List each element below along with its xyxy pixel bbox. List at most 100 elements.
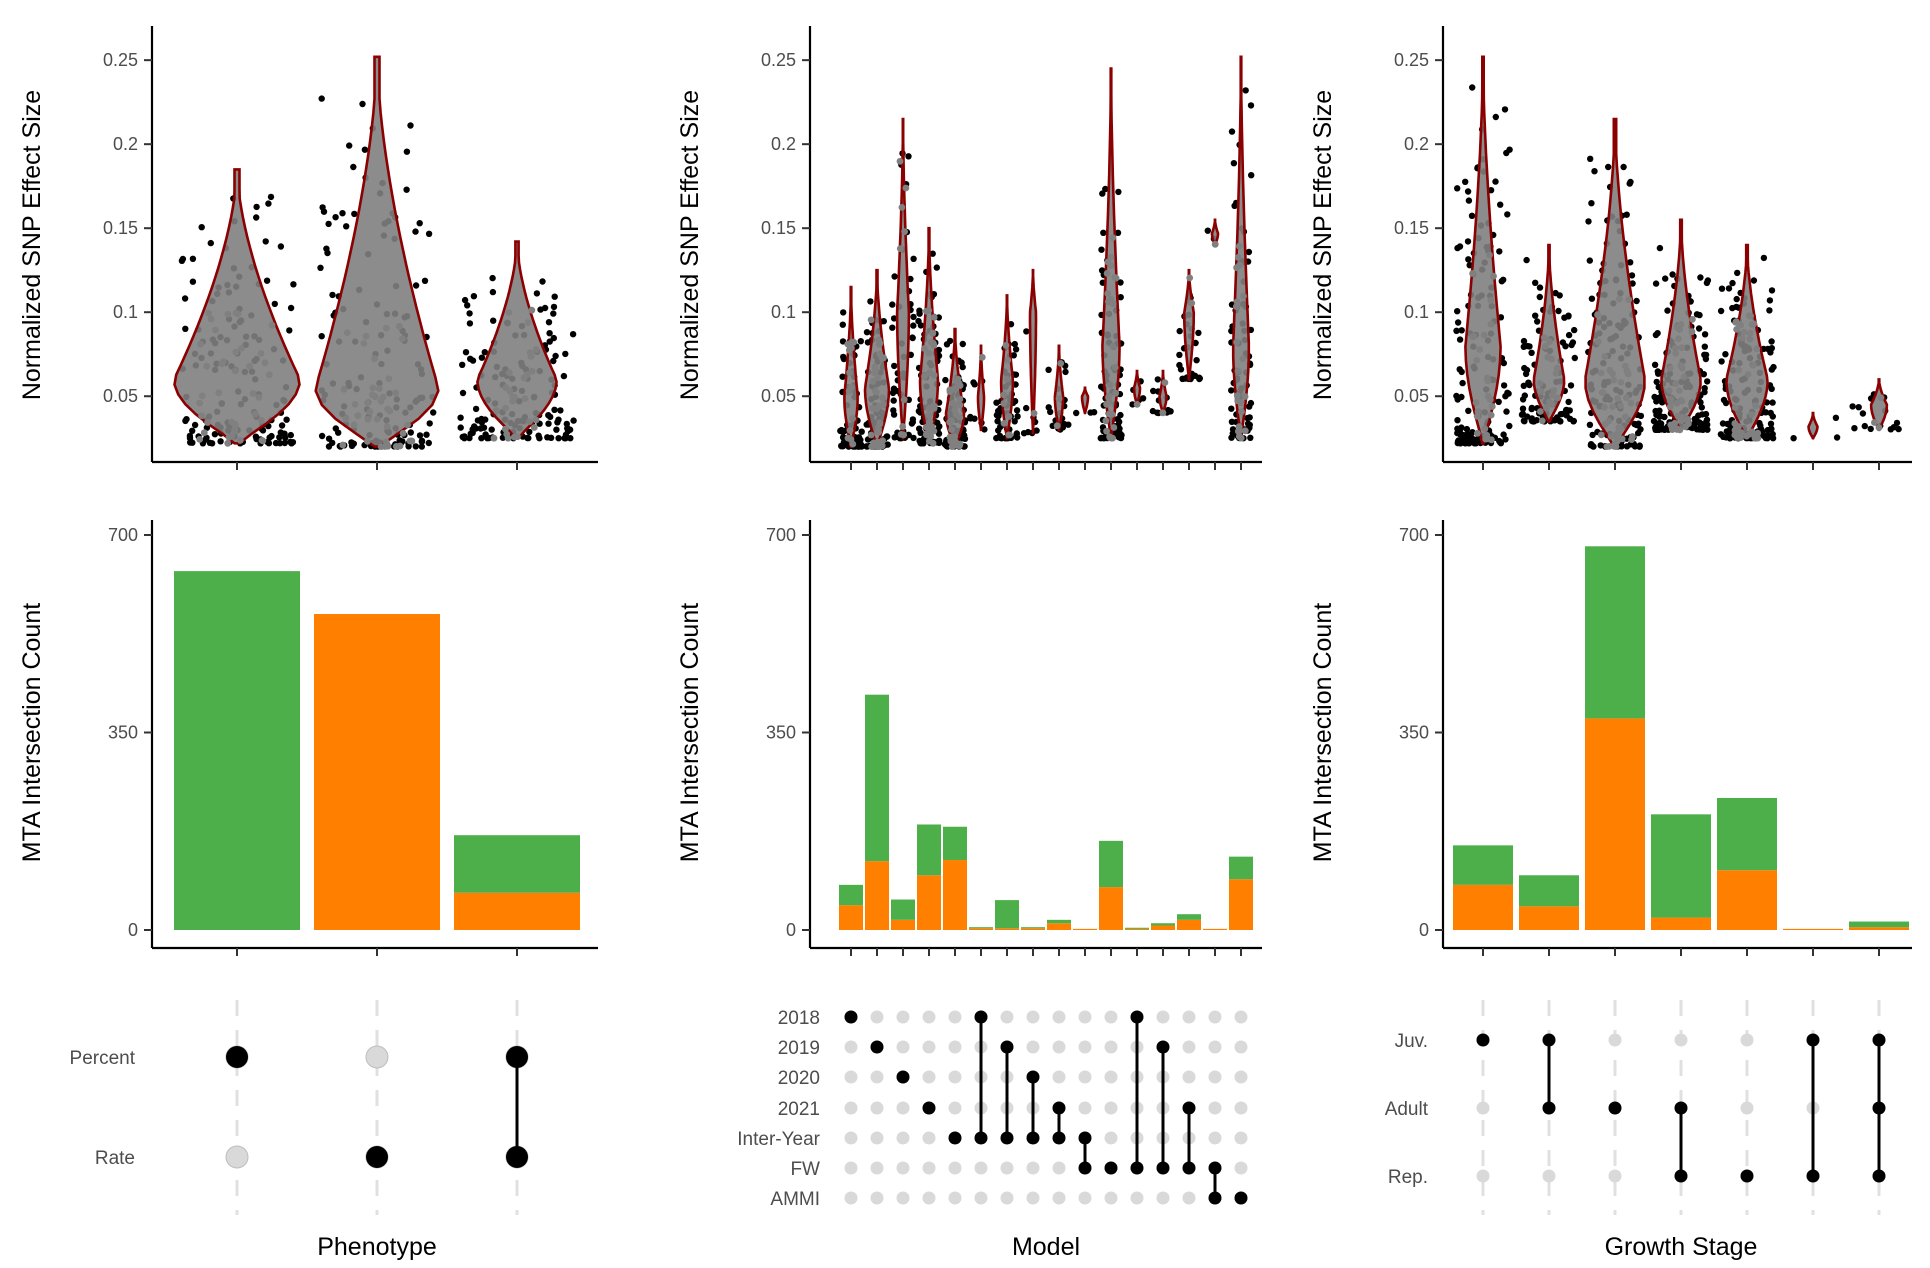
inner-point <box>1233 338 1240 346</box>
data-point <box>839 321 846 328</box>
bar-segment-green <box>1125 927 1149 929</box>
matrix-dot-inactive <box>1000 1191 1014 1205</box>
data-point <box>910 434 917 442</box>
bar-segment-green <box>1177 914 1201 920</box>
data-point <box>1020 430 1028 437</box>
inner-point <box>1536 408 1544 415</box>
inner-point <box>878 354 886 362</box>
inner-point <box>396 322 403 330</box>
data-point <box>1729 304 1736 312</box>
data-point <box>346 142 353 149</box>
inner-point <box>1484 392 1492 400</box>
data-point <box>1154 376 1162 383</box>
data-point <box>178 257 186 264</box>
inner-point <box>1237 434 1245 442</box>
set-label: Adult <box>1385 1099 1429 1120</box>
data-point <box>1463 425 1471 433</box>
data-point <box>1523 256 1530 264</box>
matrix-dot-active <box>1182 1161 1196 1175</box>
violin-shape <box>918 226 940 445</box>
inner-point <box>1102 417 1110 425</box>
data-point <box>1454 308 1461 315</box>
matrix-dot-inactive <box>922 1070 936 1084</box>
inner-point <box>1234 367 1242 375</box>
inner-point <box>868 443 876 450</box>
data-point <box>840 309 847 316</box>
data-point <box>1654 394 1662 402</box>
data-point <box>1720 433 1727 440</box>
inner-point <box>1239 355 1247 363</box>
data-point <box>562 435 569 442</box>
inner-point <box>340 385 348 393</box>
matrix-dot-inactive <box>1104 1101 1118 1115</box>
y-axis-title: MTA Intersection Count <box>1309 603 1337 862</box>
matrix-dot-inactive <box>1208 1040 1222 1054</box>
matrix-dot-inactive <box>870 1191 884 1205</box>
data-point <box>426 420 433 427</box>
inner-point <box>1234 254 1242 261</box>
data-point <box>1585 218 1592 225</box>
data-point <box>1696 419 1703 426</box>
data-point <box>526 428 533 436</box>
inner-point <box>1030 409 1038 417</box>
y-tick-label: 0.15 <box>1394 218 1429 238</box>
data-point <box>1704 378 1711 385</box>
data-point <box>1766 297 1774 304</box>
bar-segment-green <box>1585 546 1645 719</box>
data-point <box>1520 417 1528 424</box>
data-point <box>1767 409 1774 417</box>
data-point <box>464 302 471 309</box>
data-point <box>203 434 210 441</box>
bar-segment-orange <box>1229 879 1253 930</box>
inner-point <box>1675 323 1683 331</box>
inner-point <box>505 309 513 316</box>
bar-segment-orange <box>1151 925 1175 930</box>
data-point <box>1651 361 1659 368</box>
y-tick-label: 0.1 <box>113 302 138 322</box>
data-point <box>1701 351 1708 358</box>
inner-point <box>257 417 265 424</box>
data-point <box>1729 279 1736 287</box>
data-point <box>430 409 437 416</box>
inner-point <box>197 340 205 348</box>
data-point <box>1228 387 1235 394</box>
bar-segment-orange <box>1047 923 1071 930</box>
matrix-dot-inactive <box>1000 1010 1014 1024</box>
data-point <box>1559 339 1567 346</box>
data-point <box>1669 271 1676 278</box>
data-point <box>1503 149 1510 157</box>
inner-point <box>363 437 371 445</box>
violin-shape <box>1132 369 1142 406</box>
inner-point <box>978 353 986 361</box>
data-point <box>1520 337 1528 345</box>
data-point <box>935 346 943 354</box>
y-tick-label: 0 <box>786 920 796 940</box>
data-point <box>1833 434 1841 441</box>
inner-point <box>1107 253 1115 261</box>
inner-point <box>369 384 377 392</box>
data-point <box>1724 420 1731 428</box>
data-point <box>1013 407 1021 414</box>
data-point <box>1534 318 1541 325</box>
matrix-dot-inactive <box>948 1040 962 1054</box>
inner-point <box>369 391 376 399</box>
y-tick-label: 0.05 <box>103 386 138 406</box>
data-point <box>1734 269 1741 277</box>
inner-point <box>1543 404 1550 412</box>
inner-point <box>376 385 383 392</box>
inner-point <box>198 392 206 400</box>
inner-point <box>1490 272 1497 280</box>
inner-point <box>1676 387 1683 394</box>
inner-point <box>1107 295 1115 303</box>
data-point <box>889 324 896 331</box>
inner-point <box>1680 373 1688 381</box>
inner-point <box>1106 434 1114 442</box>
set-label: 2020 <box>778 1068 820 1089</box>
matrix-dot-active <box>506 1046 528 1068</box>
data-point <box>1176 327 1183 335</box>
matrix-dot-active <box>1208 1191 1222 1205</box>
inner-point <box>1486 251 1493 259</box>
matrix-dot-active <box>1000 1040 1014 1054</box>
inner-point <box>1000 420 1008 427</box>
inner-point <box>234 310 242 318</box>
